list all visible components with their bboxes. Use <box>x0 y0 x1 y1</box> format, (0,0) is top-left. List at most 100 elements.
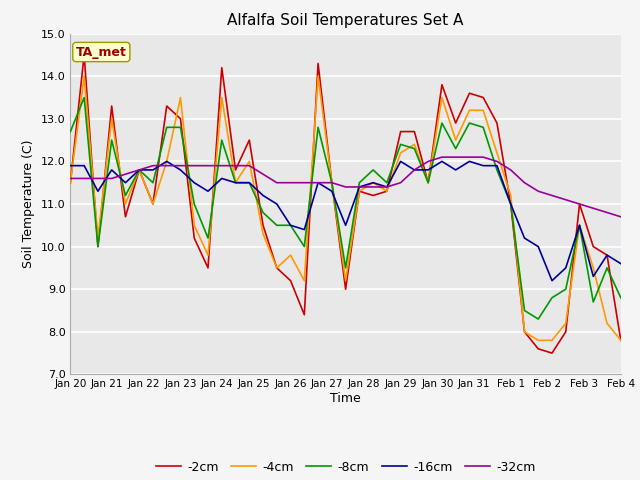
-32cm <box>67 176 74 181</box>
-4cm <box>424 180 432 186</box>
-2cm <box>369 192 377 198</box>
-16cm <box>356 184 364 190</box>
-2cm <box>245 137 253 143</box>
-16cm <box>603 252 611 258</box>
-32cm <box>411 167 419 173</box>
-8cm <box>411 146 419 152</box>
-2cm <box>589 244 597 250</box>
-2cm <box>259 222 267 228</box>
-16cm <box>204 188 212 194</box>
-32cm <box>232 163 239 168</box>
-16cm <box>94 188 102 194</box>
-8cm <box>232 180 239 186</box>
-16cm <box>548 278 556 284</box>
-2cm <box>465 90 473 96</box>
-4cm <box>369 180 377 186</box>
Line: -8cm: -8cm <box>70 97 621 319</box>
-4cm <box>287 252 294 258</box>
Line: -32cm: -32cm <box>70 157 621 217</box>
-8cm <box>617 295 625 300</box>
-32cm <box>328 180 335 186</box>
-32cm <box>465 154 473 160</box>
-32cm <box>273 180 280 186</box>
-32cm <box>493 158 500 164</box>
-32cm <box>177 163 184 168</box>
-16cm <box>342 222 349 228</box>
-8cm <box>397 142 404 147</box>
-16cm <box>479 163 487 168</box>
-16cm <box>108 167 116 173</box>
-4cm <box>149 201 157 207</box>
-16cm <box>149 167 157 173</box>
-4cm <box>314 73 322 79</box>
-4cm <box>507 192 515 198</box>
-4cm <box>411 142 419 147</box>
-8cm <box>287 222 294 228</box>
-32cm <box>562 197 570 203</box>
-16cm <box>438 158 445 164</box>
-4cm <box>576 222 584 228</box>
Title: Alfalfa Soil Temperatures Set A: Alfalfa Soil Temperatures Set A <box>227 13 464 28</box>
-8cm <box>122 192 129 198</box>
-32cm <box>424 158 432 164</box>
-2cm <box>67 180 74 186</box>
-4cm <box>300 278 308 284</box>
-2cm <box>493 120 500 126</box>
-4cm <box>204 252 212 258</box>
-8cm <box>81 95 88 100</box>
-32cm <box>356 184 364 190</box>
-4cm <box>94 235 102 241</box>
-2cm <box>108 103 116 109</box>
-8cm <box>149 180 157 186</box>
-2cm <box>576 201 584 207</box>
-2cm <box>149 201 157 207</box>
-8cm <box>548 295 556 300</box>
-8cm <box>520 308 528 313</box>
-4cm <box>383 188 390 194</box>
-2cm <box>452 120 460 126</box>
-8cm <box>259 210 267 216</box>
-32cm <box>163 163 170 168</box>
-8cm <box>507 201 515 207</box>
Line: -2cm: -2cm <box>70 55 621 353</box>
-8cm <box>273 222 280 228</box>
-32cm <box>576 201 584 207</box>
-32cm <box>94 176 102 181</box>
-8cm <box>603 265 611 271</box>
-4cm <box>81 73 88 79</box>
-16cm <box>287 222 294 228</box>
-16cm <box>328 188 335 194</box>
-2cm <box>548 350 556 356</box>
-16cm <box>507 201 515 207</box>
-4cm <box>273 265 280 271</box>
-8cm <box>424 180 432 186</box>
-32cm <box>383 184 390 190</box>
-16cm <box>369 180 377 186</box>
-4cm <box>397 150 404 156</box>
-2cm <box>136 167 143 173</box>
-16cm <box>259 192 267 198</box>
-16cm <box>314 180 322 186</box>
-32cm <box>369 184 377 190</box>
-4cm <box>218 95 226 100</box>
-4cm <box>245 158 253 164</box>
-8cm <box>108 137 116 143</box>
-2cm <box>328 180 335 186</box>
-16cm <box>163 158 170 164</box>
-8cm <box>218 137 226 143</box>
-2cm <box>397 129 404 134</box>
Line: -16cm: -16cm <box>70 161 621 281</box>
-2cm <box>479 95 487 100</box>
-4cm <box>562 321 570 326</box>
-2cm <box>204 265 212 271</box>
-16cm <box>177 167 184 173</box>
-16cm <box>67 163 74 168</box>
-16cm <box>534 244 542 250</box>
-16cm <box>81 163 88 168</box>
-8cm <box>479 124 487 130</box>
-8cm <box>245 180 253 186</box>
-16cm <box>218 176 226 181</box>
-32cm <box>603 210 611 216</box>
-8cm <box>369 167 377 173</box>
-4cm <box>617 337 625 343</box>
